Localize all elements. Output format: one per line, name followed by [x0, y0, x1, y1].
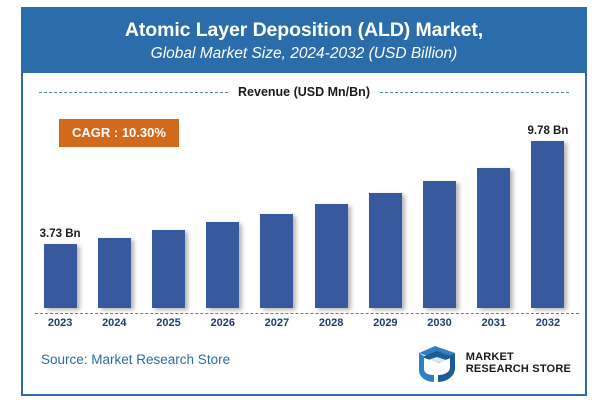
brand-logo-text: MARKET RESEARCH STORE [465, 351, 571, 376]
bar [368, 193, 402, 308]
legend-row: Revenue (USD Mn/Bn) [23, 81, 585, 103]
chart-title: Atomic Layer Deposition (ALD) Market, [124, 18, 484, 41]
bar [260, 214, 294, 308]
plot-area: 3.73 Bn 9.78 Bn [23, 109, 585, 308]
bar-slot: 9.78 Bn [521, 109, 575, 308]
bar-slot [412, 109, 466, 308]
bar [314, 204, 348, 308]
x-axis-label: 2029 [373, 317, 398, 329]
market-research-store-cube-icon [418, 346, 455, 382]
cagr-badge: CAGR : 10.30% [59, 119, 179, 147]
x-axis-label: 2032 [535, 317, 561, 329]
bar-slot [250, 109, 304, 308]
bar [477, 168, 511, 308]
bar [152, 230, 185, 308]
legend-dash-left [39, 91, 229, 93]
bar [43, 244, 77, 308]
bar-value-label: 9.78 Bn [527, 125, 569, 137]
bar-series: 3.73 Bn 9.78 Bn [33, 109, 575, 308]
bar-slot [196, 109, 250, 308]
bar [97, 238, 131, 308]
x-axis-labels: 2023 2024 2025 2026 2027 2028 2029 2030 2031 2032 [33, 317, 575, 335]
chart-subtitle: Global Market Size, 2024-2032 (USD Billi… [150, 44, 458, 62]
x-axis-label: 2028 [318, 317, 344, 329]
bar-slot [304, 109, 358, 308]
x-axis-label: 2030 [427, 317, 452, 329]
x-axis-label: 2025 [156, 317, 181, 329]
bar-value-label: 3.73 Bn [39, 228, 81, 240]
bar [423, 181, 457, 308]
brand-logo-line2: RESEARCH STORE [465, 363, 571, 375]
bar-slot [467, 109, 521, 308]
brand-logo-line1: MARKET [465, 351, 514, 364]
bar-slot: 3.73 Bn [33, 109, 87, 308]
x-axis-label: 2026 [210, 317, 235, 329]
bar [206, 222, 240, 308]
chart-header: Atomic Layer Deposition (ALD) Market, Gl… [23, 9, 585, 73]
bar-slot [358, 109, 412, 308]
bar [531, 141, 565, 308]
legend-dash-right [379, 91, 570, 93]
chart-card: Atomic Layer Deposition (ALD) Market, Gl… [21, 7, 587, 396]
x-axis-label: 2031 [481, 317, 506, 329]
source-text: Source: Market Research Store [41, 352, 231, 367]
bar-slot [87, 109, 141, 308]
x-axis-label: 2023 [47, 317, 73, 329]
legend-label: Revenue (USD Mn/Bn) [238, 85, 370, 99]
x-axis-label: 2027 [264, 317, 290, 329]
chart-footer: Source: Market Research Store MARKET RES… [23, 336, 585, 394]
bar-slot [141, 109, 195, 308]
x-axis-label: 2024 [102, 317, 127, 329]
brand-logo: MARKET RESEARCH STORE [413, 344, 571, 384]
x-axis-line [35, 313, 579, 314]
